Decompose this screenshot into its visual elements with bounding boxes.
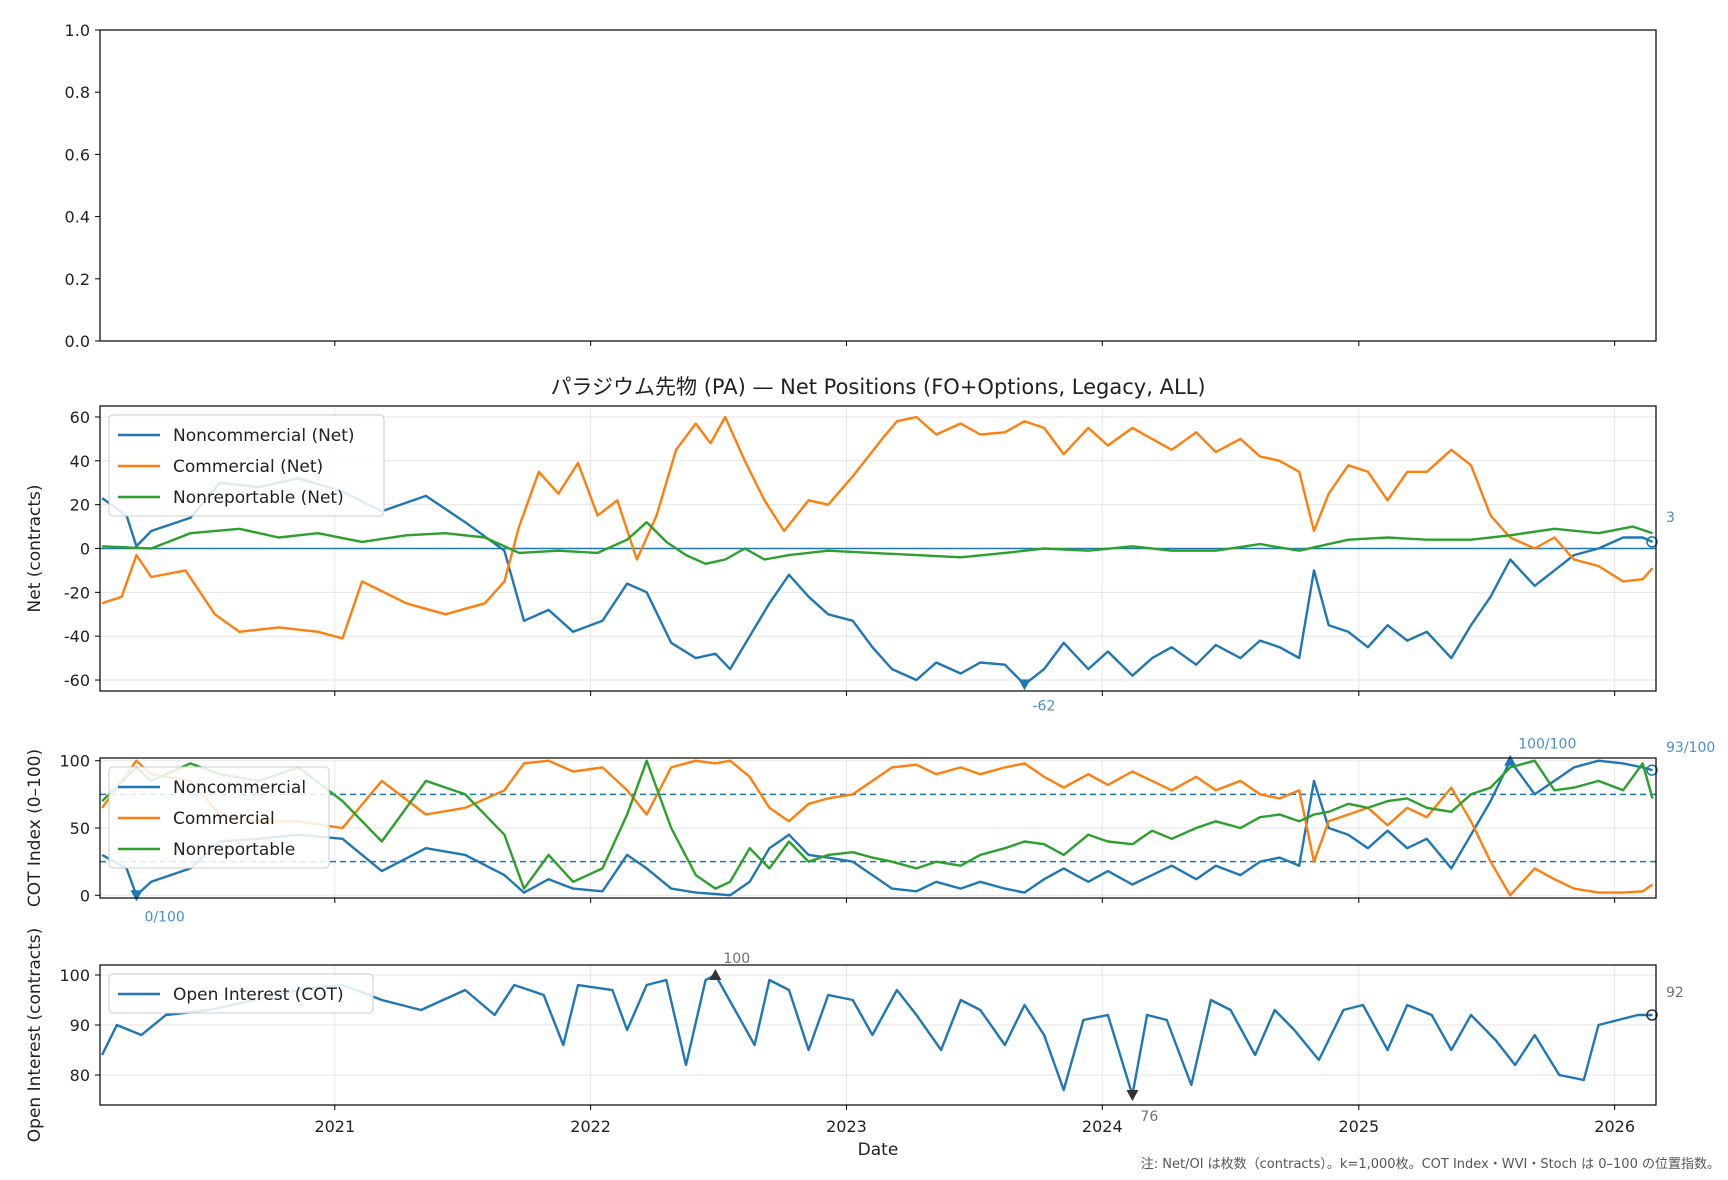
series-line-commercial-net- <box>101 415 1654 640</box>
annotation-label: 93/100 <box>1666 740 1715 756</box>
footnote: 注: Net/OI は枚数（contracts）。k=1,000枚。COT In… <box>1141 1157 1720 1172</box>
y-tick-label: 20 <box>70 496 90 515</box>
y-tick-label: 90 <box>70 1016 90 1035</box>
y-tick-label: 40 <box>70 452 90 471</box>
legend-label: Noncommercial (Net) <box>173 426 355 446</box>
x-tick-label: 2023 <box>826 1117 867 1136</box>
y-tick-label: 80 <box>70 1066 90 1085</box>
last-value-marker <box>1646 1009 1658 1021</box>
annotation-label: 100 <box>723 951 750 967</box>
annotation-label: 92 <box>1666 985 1684 1001</box>
extreme-marker <box>709 969 722 980</box>
series-line-nonreportable-net- <box>102 521 1653 565</box>
y-tick-label: 100 <box>59 966 90 985</box>
axes-frame <box>99 964 1657 1106</box>
panel-4: 80 90 100 2021 2022 2023 2024 2025 2026 100 76 92 Op… <box>25 928 1684 1160</box>
legend-box <box>108 973 374 1014</box>
annotation-label: 3 <box>1666 510 1675 526</box>
series-line-noncommercial <box>101 759 1653 897</box>
plot-area <box>101 973 1653 1097</box>
annotation-label: 0/100 <box>144 909 184 925</box>
axes-frame <box>99 405 1657 692</box>
axes-frame <box>99 29 1657 342</box>
legend: Noncommercial (Net) Commercial (Net) Nonre… <box>108 414 385 517</box>
series-line-open-interest-cot- <box>101 973 1653 1097</box>
x-tick-label: 2022 <box>570 1117 611 1136</box>
y-tick-label: 60 <box>70 408 90 427</box>
panel-3: 0 50 100 0/100 100/100 93/100 COT Index (0–100… <box>25 737 1715 926</box>
legend-label: Commercial <box>173 809 275 829</box>
annotation-label: 76 <box>1140 1109 1158 1125</box>
x-tick-label: 2026 <box>1594 1117 1635 1136</box>
y-axis-label: Open Interest (contracts) <box>25 928 45 1142</box>
y-tick-label: -40 <box>64 627 90 646</box>
y-tick-label: 0.8 <box>65 83 90 102</box>
last-value-marker <box>1646 764 1658 776</box>
series-line-noncommercial-net- <box>101 477 1653 686</box>
legend-label: Open Interest (COT) <box>173 985 344 1005</box>
extreme-marker <box>130 890 143 902</box>
y-axis-label: Net (contracts) <box>25 485 45 613</box>
extreme-marker <box>1504 754 1517 766</box>
legend-label: Nonreportable <box>173 840 295 860</box>
legend-box <box>108 766 330 869</box>
y-axis-label: COT Index (0–100) <box>25 749 45 907</box>
y-tick-label: 0.2 <box>65 270 90 289</box>
legend-box <box>108 414 385 517</box>
y-tick-label: 1.0 <box>65 21 90 40</box>
chart-title: パラジウム先物 (PA) — Net Positions (FO+Options… <box>550 375 1205 399</box>
plot-area <box>100 759 1656 897</box>
y-tick-label: 0 <box>80 540 90 559</box>
legend-label: Commercial (Net) <box>173 457 323 477</box>
x-axis-label: Date <box>858 1140 899 1160</box>
y-tick-label: 0.0 <box>65 332 90 351</box>
annotation-label: -62 <box>1032 698 1055 714</box>
x-tick-label: 2024 <box>1082 1117 1123 1136</box>
axes-frame <box>99 757 1657 899</box>
plot-area <box>100 415 1656 686</box>
panel-1: 0.0 0.2 0.4 0.6 0.8 1.0 <box>65 21 1657 351</box>
last-value-marker <box>1646 536 1658 548</box>
y-tick-label: 0 <box>80 886 90 905</box>
y-tick-label: 100 <box>59 752 90 771</box>
annotation-label: 100/100 <box>1518 737 1576 753</box>
y-tick-label: 0.4 <box>65 208 90 227</box>
y-tick-label: 0.6 <box>65 145 90 164</box>
series-line-commercial <box>101 759 1654 897</box>
legend: Noncommercial Commercial Nonreportable <box>108 766 330 869</box>
x-tick-label: 2025 <box>1338 1117 1379 1136</box>
extreme-marker <box>1018 679 1031 691</box>
series-line-nonreportable <box>101 759 1654 890</box>
x-tick-label: 2021 <box>314 1117 355 1136</box>
legend-label: Nonreportable (Net) <box>173 488 344 508</box>
y-tick-label: -20 <box>64 583 90 602</box>
legend-label: Noncommercial <box>173 778 306 798</box>
panel-2: -60 -40 -20 0 20 40 60 -62 3 パラジウム先物 (PA) — Net P… <box>25 375 1675 714</box>
y-tick-label: -60 <box>64 671 90 690</box>
y-tick-label: 50 <box>70 819 90 838</box>
legend: Open Interest (COT) <box>108 973 374 1014</box>
extreme-marker <box>1126 1090 1139 1101</box>
